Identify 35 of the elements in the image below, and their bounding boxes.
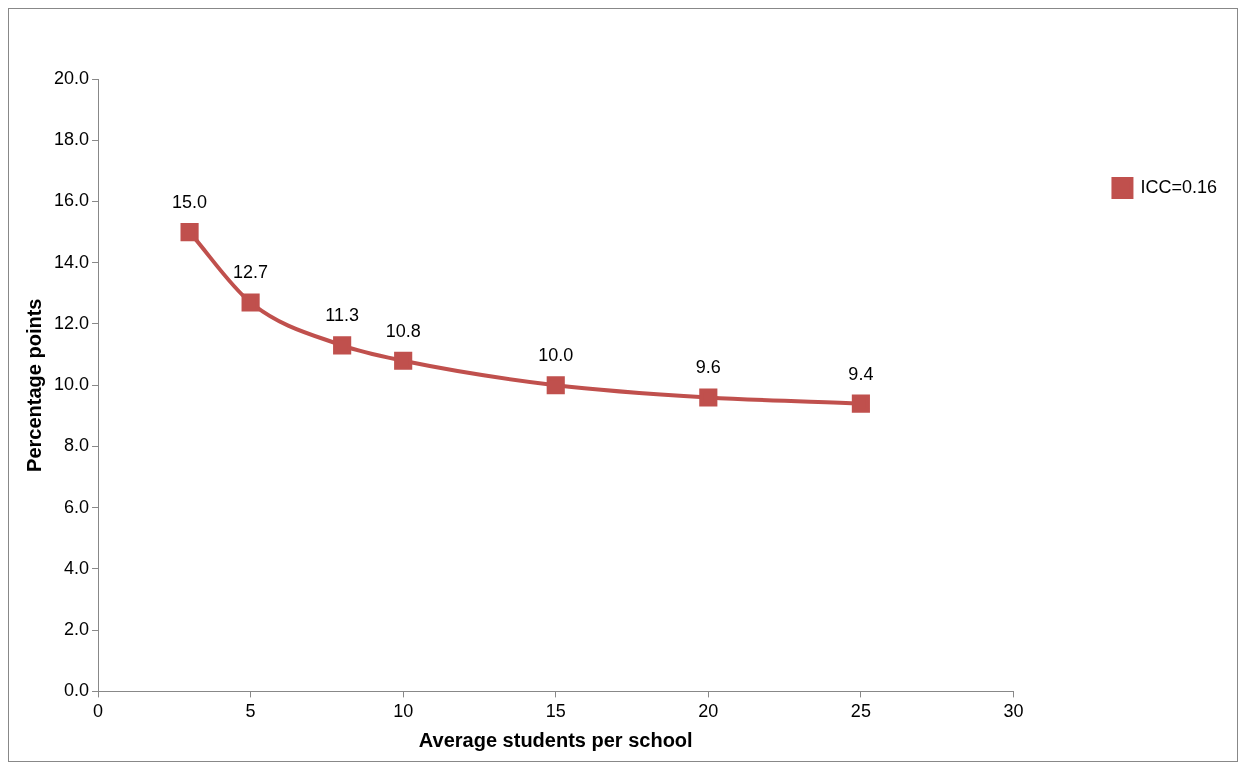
point bbox=[333, 336, 352, 355]
y-tick-label: 2.0 bbox=[64, 619, 90, 640]
point bbox=[180, 223, 199, 242]
y-tick-label: 14.0 bbox=[53, 251, 90, 272]
data-label: 11.3 bbox=[325, 305, 359, 326]
y-tick-label: 20.0 bbox=[53, 67, 90, 88]
y-tick-label: 0.0 bbox=[64, 680, 90, 701]
data-label: 15.0 bbox=[172, 192, 208, 213]
x-tick-label: 5 bbox=[245, 701, 256, 722]
y-tick-label: 16.0 bbox=[53, 190, 90, 211]
x-tick-label: 10 bbox=[393, 701, 414, 722]
data-label: 10.8 bbox=[385, 320, 421, 341]
x-tick-label: 25 bbox=[850, 701, 871, 722]
point bbox=[241, 293, 260, 312]
data-label: 9.4 bbox=[848, 363, 874, 384]
x-tick-label: 30 bbox=[1003, 701, 1024, 722]
point bbox=[546, 376, 565, 395]
y-tick-label: 10.0 bbox=[53, 374, 90, 395]
x-tick-label: 15 bbox=[545, 701, 566, 722]
y-tick-label: 18.0 bbox=[53, 129, 90, 150]
x-tick-label: 20 bbox=[698, 701, 719, 722]
point bbox=[699, 388, 718, 407]
legend-label: ICC=0.16 bbox=[1140, 176, 1217, 197]
y-axis-title: Percentage points bbox=[22, 298, 45, 472]
x-axis-title: Average students per school bbox=[418, 728, 693, 751]
y-tick-label: 6.0 bbox=[64, 496, 90, 517]
data-label: 9.6 bbox=[695, 357, 721, 378]
y-tick-label: 4.0 bbox=[64, 557, 90, 578]
data-label: 12.7 bbox=[233, 262, 269, 283]
y-tick-label: 12.0 bbox=[53, 312, 90, 333]
y-tick-label: 8.0 bbox=[64, 435, 90, 456]
point bbox=[394, 351, 413, 370]
data-label: 10.0 bbox=[538, 345, 574, 366]
x-tick-label: 0 bbox=[93, 701, 104, 722]
point bbox=[851, 394, 870, 413]
